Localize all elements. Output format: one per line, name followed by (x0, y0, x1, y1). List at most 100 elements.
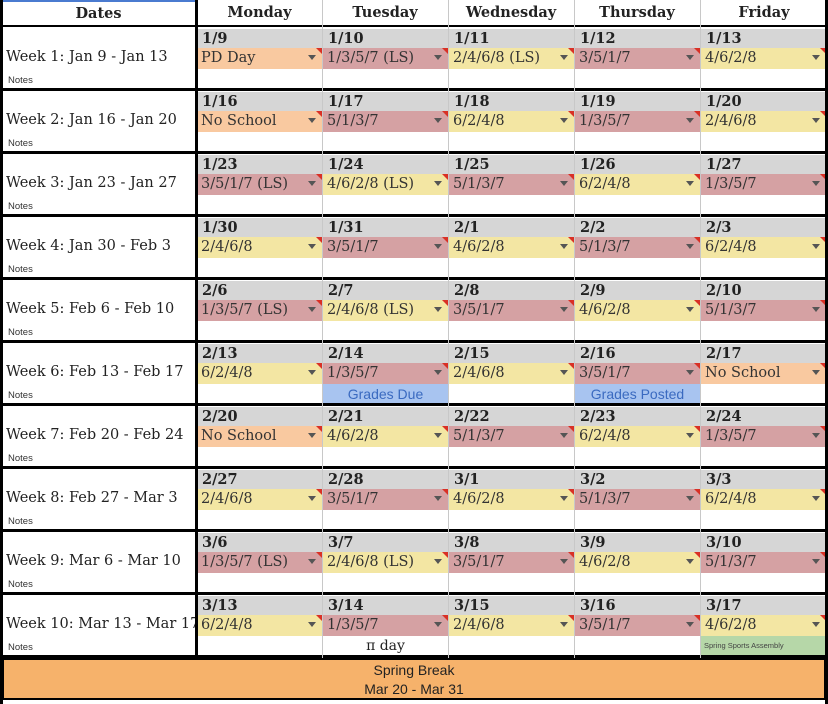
date-cell-friday[interactable]: 2/3 (701, 218, 826, 237)
note-cell-friday[interactable] (701, 195, 826, 215)
rotation-dropdown-friday[interactable]: 6/2/4/8 (701, 489, 826, 510)
date-cell-friday[interactable]: 3/3 (701, 470, 826, 489)
date-cell-tuesday[interactable]: 1/31 (323, 218, 448, 237)
dropdown-arrow-icon[interactable] (560, 496, 568, 501)
note-cell-wednesday[interactable] (449, 321, 574, 341)
note-cell-monday[interactable] (197, 573, 322, 593)
note-cell-monday[interactable] (197, 510, 322, 530)
date-cell-wednesday[interactable]: 2/8 (449, 281, 574, 300)
date-cell-thursday[interactable]: 3/16 (575, 596, 700, 615)
date-cell-friday[interactable]: 3/10 (701, 533, 826, 552)
note-cell-friday[interactable] (701, 69, 826, 89)
dropdown-arrow-icon[interactable] (812, 244, 820, 249)
date-cell-thursday[interactable]: 2/9 (575, 281, 700, 300)
note-cell-friday[interactable] (701, 258, 826, 278)
date-cell-wednesday[interactable]: 2/15 (449, 344, 574, 363)
dropdown-arrow-icon[interactable] (308, 181, 316, 186)
rotation-dropdown-wednesday[interactable]: 2/4/6/8 (449, 615, 574, 636)
rotation-dropdown-tuesday[interactable]: 5/1/3/7 (323, 111, 448, 132)
dropdown-arrow-icon[interactable] (308, 55, 316, 60)
rotation-dropdown-tuesday[interactable]: 2/4/6/8 (LS) (323, 300, 448, 321)
note-cell-wednesday[interactable] (449, 447, 574, 467)
note-cell-monday[interactable] (197, 69, 322, 89)
dropdown-arrow-icon[interactable] (434, 622, 442, 627)
date-cell-wednesday[interactable]: 2/22 (449, 407, 574, 426)
dropdown-arrow-icon[interactable] (308, 559, 316, 564)
rotation-dropdown-tuesday[interactable]: 1/3/5/7 (323, 363, 448, 384)
date-cell-tuesday[interactable]: 2/28 (323, 470, 448, 489)
note-cell-thursday[interactable] (575, 258, 700, 278)
date-cell-friday[interactable]: 2/24 (701, 407, 826, 426)
rotation-dropdown-thursday[interactable]: 3/5/1/7 (575, 48, 700, 69)
note-cell-tuesday[interactable] (323, 447, 448, 467)
rotation-dropdown-monday[interactable]: No School (197, 426, 322, 447)
date-cell-thursday[interactable]: 1/19 (575, 92, 700, 111)
note-cell-wednesday[interactable] (449, 384, 574, 404)
note-cell-tuesday[interactable] (323, 195, 448, 215)
date-cell-monday[interactable]: 1/30 (197, 218, 322, 237)
note-cell-thursday[interactable] (575, 510, 700, 530)
date-cell-friday[interactable]: 1/27 (701, 155, 826, 174)
dropdown-arrow-icon[interactable] (434, 307, 442, 312)
header-dates[interactable]: Dates (0, 0, 197, 27)
rotation-dropdown-tuesday[interactable]: 1/3/5/7 (LS) (323, 48, 448, 69)
dropdown-arrow-icon[interactable] (308, 244, 316, 249)
header-friday[interactable]: Friday (700, 0, 828, 27)
dropdown-arrow-icon[interactable] (434, 433, 442, 438)
dropdown-arrow-icon[interactable] (434, 118, 442, 123)
rotation-dropdown-friday[interactable]: 1/3/5/7 (701, 426, 826, 447)
rotation-dropdown-thursday[interactable]: 6/2/4/8 (575, 426, 700, 447)
header-wednesday[interactable]: Wednesday (448, 0, 574, 27)
date-cell-friday[interactable]: 2/17 (701, 344, 826, 363)
rotation-dropdown-monday[interactable]: 2/4/6/8 (197, 489, 322, 510)
rotation-dropdown-monday[interactable]: PD Day (197, 48, 322, 69)
rotation-dropdown-tuesday[interactable]: 4/6/2/8 (LS) (323, 174, 448, 195)
date-cell-wednesday[interactable]: 1/11 (449, 29, 574, 48)
rotation-dropdown-thursday[interactable]: 6/2/4/8 (575, 174, 700, 195)
date-cell-tuesday[interactable]: 1/10 (323, 29, 448, 48)
note-cell-friday[interactable] (701, 384, 826, 404)
note-cell-friday[interactable] (701, 132, 826, 152)
note-cell-wednesday[interactable] (449, 69, 574, 89)
dropdown-arrow-icon[interactable] (434, 244, 442, 249)
dropdown-arrow-icon[interactable] (434, 370, 442, 375)
dropdown-arrow-icon[interactable] (812, 55, 820, 60)
dropdown-arrow-icon[interactable] (686, 370, 694, 375)
note-cell-thursday[interactable] (575, 69, 700, 89)
rotation-dropdown-tuesday[interactable]: 4/6/2/8 (323, 426, 448, 447)
note-cell-monday[interactable] (197, 258, 322, 278)
note-cell-monday[interactable] (197, 132, 322, 152)
rotation-dropdown-monday[interactable]: 2/4/6/8 (197, 237, 322, 258)
dropdown-arrow-icon[interactable] (560, 370, 568, 375)
week-row-label[interactable]: Week 7: Feb 20 - Feb 24 Notes (2, 405, 196, 465)
rotation-dropdown-friday[interactable]: 1/3/5/7 (701, 174, 826, 195)
rotation-dropdown-thursday[interactable]: 1/3/5/7 (575, 111, 700, 132)
note-cell-tuesday[interactable]: π day (366, 638, 405, 654)
rotation-dropdown-friday[interactable]: 4/6/2/8 (701, 48, 826, 69)
rotation-dropdown-thursday[interactable]: 5/1/3/7 (575, 489, 700, 510)
rotation-dropdown-thursday[interactable]: 4/6/2/8 (575, 552, 700, 573)
dropdown-arrow-icon[interactable] (812, 622, 820, 627)
note-cell-friday[interactable] (701, 321, 826, 341)
note-cell-friday[interactable] (701, 447, 826, 467)
dropdown-arrow-icon[interactable] (308, 307, 316, 312)
note-cell-wednesday[interactable] (449, 573, 574, 593)
rotation-dropdown-tuesday[interactable]: 2/4/6/8 (LS) (323, 552, 448, 573)
rotation-dropdown-friday[interactable]: 2/4/6/8 (701, 111, 826, 132)
rotation-dropdown-thursday[interactable]: 3/5/1/7 (575, 363, 700, 384)
rotation-dropdown-wednesday[interactable]: 5/1/3/7 (449, 426, 574, 447)
rotation-dropdown-thursday[interactable]: 5/1/3/7 (575, 237, 700, 258)
header-monday[interactable]: Monday (197, 0, 322, 27)
dropdown-arrow-icon[interactable] (308, 622, 316, 627)
week-row-label[interactable]: Week 2: Jan 16 - Jan 20 Notes (2, 90, 196, 150)
dropdown-arrow-icon[interactable] (812, 496, 820, 501)
note-cell-wednesday[interactable] (449, 195, 574, 215)
rotation-dropdown-wednesday[interactable]: 6/2/4/8 (449, 111, 574, 132)
date-cell-thursday[interactable]: 3/2 (575, 470, 700, 489)
rotation-dropdown-thursday[interactable]: 4/6/2/8 (575, 300, 700, 321)
dropdown-arrow-icon[interactable] (560, 307, 568, 312)
rotation-dropdown-friday[interactable]: No School (701, 363, 826, 384)
rotation-dropdown-monday[interactable]: 1/3/5/7 (LS) (197, 300, 322, 321)
rotation-dropdown-tuesday[interactable]: 3/5/1/7 (323, 237, 448, 258)
date-cell-friday[interactable]: 1/20 (701, 92, 826, 111)
